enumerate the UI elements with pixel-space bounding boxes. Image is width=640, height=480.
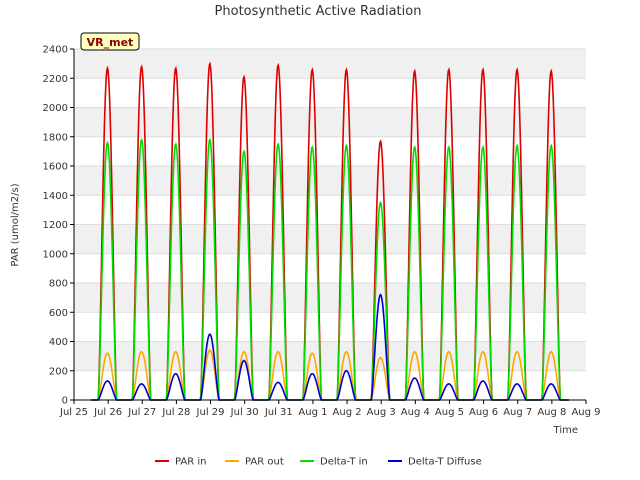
x-tick-label: Jul 30 [230, 407, 259, 418]
y-tick-label: 1200 [43, 220, 68, 231]
x-tick-label: Aug 7 [503, 407, 532, 418]
y-tick-label: 1600 [43, 162, 68, 173]
background-band [74, 107, 586, 137]
x-tick-label: Jul 26 [93, 407, 122, 418]
y-tick-label: 0 [62, 396, 68, 407]
x-tick-label: Aug 9 [571, 407, 600, 418]
x-tick-label: Jul 28 [161, 407, 190, 418]
y-axis-label: PAR (umol/m2/s) [10, 183, 21, 266]
x-axis-label: Time [553, 425, 578, 436]
x-tick-label: Aug 1 [298, 407, 327, 418]
x-tick-label: Aug 2 [333, 407, 362, 418]
y-tick-label: 800 [49, 279, 68, 290]
x-tick-label: Jul 25 [59, 407, 88, 418]
site-label-box: VR_met [80, 32, 140, 51]
y-tick-label: 1800 [43, 132, 68, 143]
x-tick-label: Aug 5 [435, 407, 464, 418]
background-band [74, 166, 586, 196]
y-tick-label: 1400 [43, 191, 68, 202]
x-tick-label: Jul 31 [264, 407, 293, 418]
y-tick-label: 2000 [43, 103, 68, 114]
legend-item: Delta-T in [300, 457, 368, 468]
background-band [74, 341, 586, 371]
legend-label: PAR in [175, 457, 206, 468]
x-tick-label: Aug 8 [537, 407, 566, 418]
x-tick-label: Jul 27 [127, 407, 156, 418]
background-band [74, 283, 586, 313]
site-label: VR_met [87, 36, 134, 49]
legend-item: Delta-T Diffuse [388, 457, 482, 468]
y-tick-label: 2400 [43, 45, 68, 56]
legend-item: PAR in [155, 457, 206, 468]
x-tick-label: Aug 6 [469, 407, 498, 418]
y-tick-label: 200 [49, 366, 68, 377]
axes: 0 200 400 600 800 1000 1200 1400 1600 1800 2000 220… [43, 45, 601, 419]
x-tick-label: Jul 29 [196, 407, 225, 418]
legend-item: PAR out [225, 457, 284, 468]
legend-label: Delta-T Diffuse [408, 457, 482, 468]
x-tick-label: Aug 4 [401, 407, 430, 418]
y-tick-label: 400 [49, 337, 68, 348]
x-tick-label: Aug 3 [367, 407, 396, 418]
background-band [74, 224, 586, 254]
y-tick-label: 1000 [43, 249, 68, 260]
legend-label: PAR out [245, 457, 284, 468]
background-band [74, 49, 586, 79]
legend-label: Delta-T in [320, 457, 368, 468]
legend: PAR in PAR out Delta-T in Delta-T Diffuse [155, 457, 482, 468]
chart-title: Photosynthetic Active Radiation [215, 4, 422, 19]
y-tick-label: 600 [49, 308, 68, 319]
y-tick-label: 2200 [43, 74, 68, 85]
